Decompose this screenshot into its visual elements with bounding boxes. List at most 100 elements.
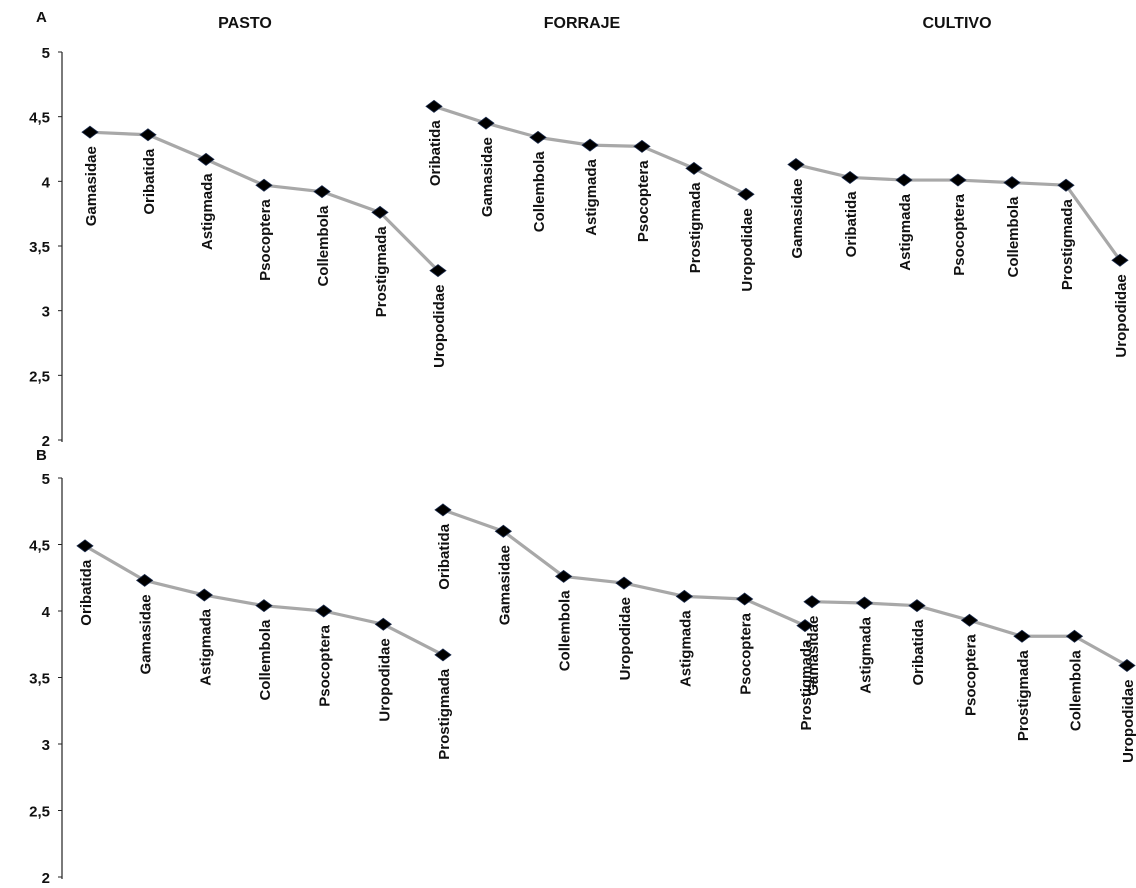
category-label: Gamasidae [496, 545, 513, 625]
y-tick-label: 3 [42, 737, 50, 754]
category-label: Prostigmada [373, 226, 390, 318]
data-point [1003, 176, 1021, 190]
category-label: Psocoptera [738, 612, 755, 694]
y-tick-label: 2,5 [29, 804, 50, 821]
data-point [895, 173, 913, 187]
data-point [313, 185, 331, 199]
category-label: Psocoptera [951, 193, 968, 275]
data-point [960, 613, 979, 627]
data-point [949, 173, 967, 187]
panel-label: B [36, 447, 47, 464]
data-point [796, 619, 814, 633]
data-point [477, 116, 495, 130]
category-label: Oribatida [910, 619, 927, 686]
category-label: Prostigmada [687, 182, 704, 274]
data-point [855, 596, 874, 610]
y-tick-label: 3,5 [29, 671, 50, 688]
y-tick-label: 3,5 [29, 239, 50, 256]
category-label: Astigmada [858, 616, 875, 693]
group-title: CULTIVO [922, 15, 991, 32]
y-tick-label: 4 [42, 604, 51, 621]
category-label: Prostigmada [436, 668, 453, 760]
category-label: Gamasidae [138, 594, 155, 674]
category-label: Oribatida [78, 559, 95, 626]
data-point [841, 170, 859, 184]
data-point [529, 130, 547, 144]
data-point [1118, 659, 1136, 673]
category-label: Oribatida [436, 523, 453, 590]
category-label: Uropodidae [1120, 680, 1136, 763]
data-point [255, 178, 273, 192]
category-label: Astigmada [583, 158, 600, 235]
category-label: Astigmada [197, 608, 214, 685]
category-label: Psocoptera [963, 634, 980, 716]
category-label: Prostigmada [798, 639, 815, 731]
y-tick-label: 2 [42, 433, 50, 450]
data-point [685, 161, 703, 175]
group-title: FORRAJE [544, 15, 621, 32]
category-label: Collembola [557, 590, 574, 672]
category-label: Uropodidae [739, 208, 756, 291]
data-point [434, 503, 452, 517]
data-point [675, 589, 693, 603]
category-label: Uropodidae [376, 638, 393, 721]
category-label: Oribatida [427, 120, 444, 187]
data-point [76, 539, 94, 553]
category-label: Astigmada [199, 173, 216, 250]
category-label: Gamasidae [789, 179, 806, 259]
category-label: Astigmada [677, 610, 694, 687]
data-point [255, 599, 273, 613]
y-tick-label: 3 [42, 304, 50, 321]
category-label: Uropodidae [1113, 274, 1130, 357]
y-tick-label: 4,5 [29, 110, 50, 127]
data-point [803, 595, 821, 609]
category-label: Collembola [315, 205, 332, 287]
category-label: Collembola [257, 619, 274, 701]
category-label: Prostigmada [1015, 650, 1032, 742]
data-point [1013, 629, 1031, 643]
category-label: Collembola [1068, 650, 1085, 732]
data-point [494, 524, 513, 538]
data-point [429, 264, 447, 278]
data-point [314, 604, 333, 618]
data-point [371, 205, 389, 219]
y-tick-label: 4 [42, 174, 51, 191]
y-tick-label: 2,5 [29, 368, 50, 385]
data-point [434, 648, 452, 662]
data-point [195, 588, 213, 602]
data-point [1111, 253, 1129, 267]
data-point [81, 125, 99, 139]
data-point [197, 152, 215, 166]
data-point [908, 599, 926, 613]
data-point [374, 617, 393, 631]
category-label: Uropodidae [617, 597, 634, 680]
category-label: Gamasidae [83, 146, 100, 226]
data-point [1057, 178, 1075, 192]
category-label: Psocoptera [257, 199, 274, 281]
data-point [139, 128, 157, 142]
category-label: Collembola [531, 151, 548, 233]
category-label: Uropodidae [431, 285, 448, 368]
data-point [555, 569, 573, 583]
category-label: Oribatida [843, 191, 860, 258]
category-label: Gamasidae [479, 137, 496, 217]
y-tick-label: 5 [42, 45, 50, 62]
data-point [136, 573, 154, 587]
data-point [736, 592, 754, 606]
data-point [425, 99, 443, 113]
category-label: Gamasidae [805, 616, 822, 696]
y-tick-label: 2 [42, 870, 50, 887]
data-point [737, 187, 755, 201]
category-label: Psocoptera [317, 624, 334, 706]
y-tick-label: 4,5 [29, 538, 50, 555]
category-label: Psocoptera [635, 160, 652, 242]
y-tick-label: 5 [42, 471, 50, 488]
group-title: PASTO [218, 15, 272, 32]
data-point [615, 576, 633, 590]
category-label: Astigmada [897, 193, 914, 270]
data-point [581, 138, 599, 152]
data-point [787, 158, 805, 172]
data-point [633, 139, 651, 153]
